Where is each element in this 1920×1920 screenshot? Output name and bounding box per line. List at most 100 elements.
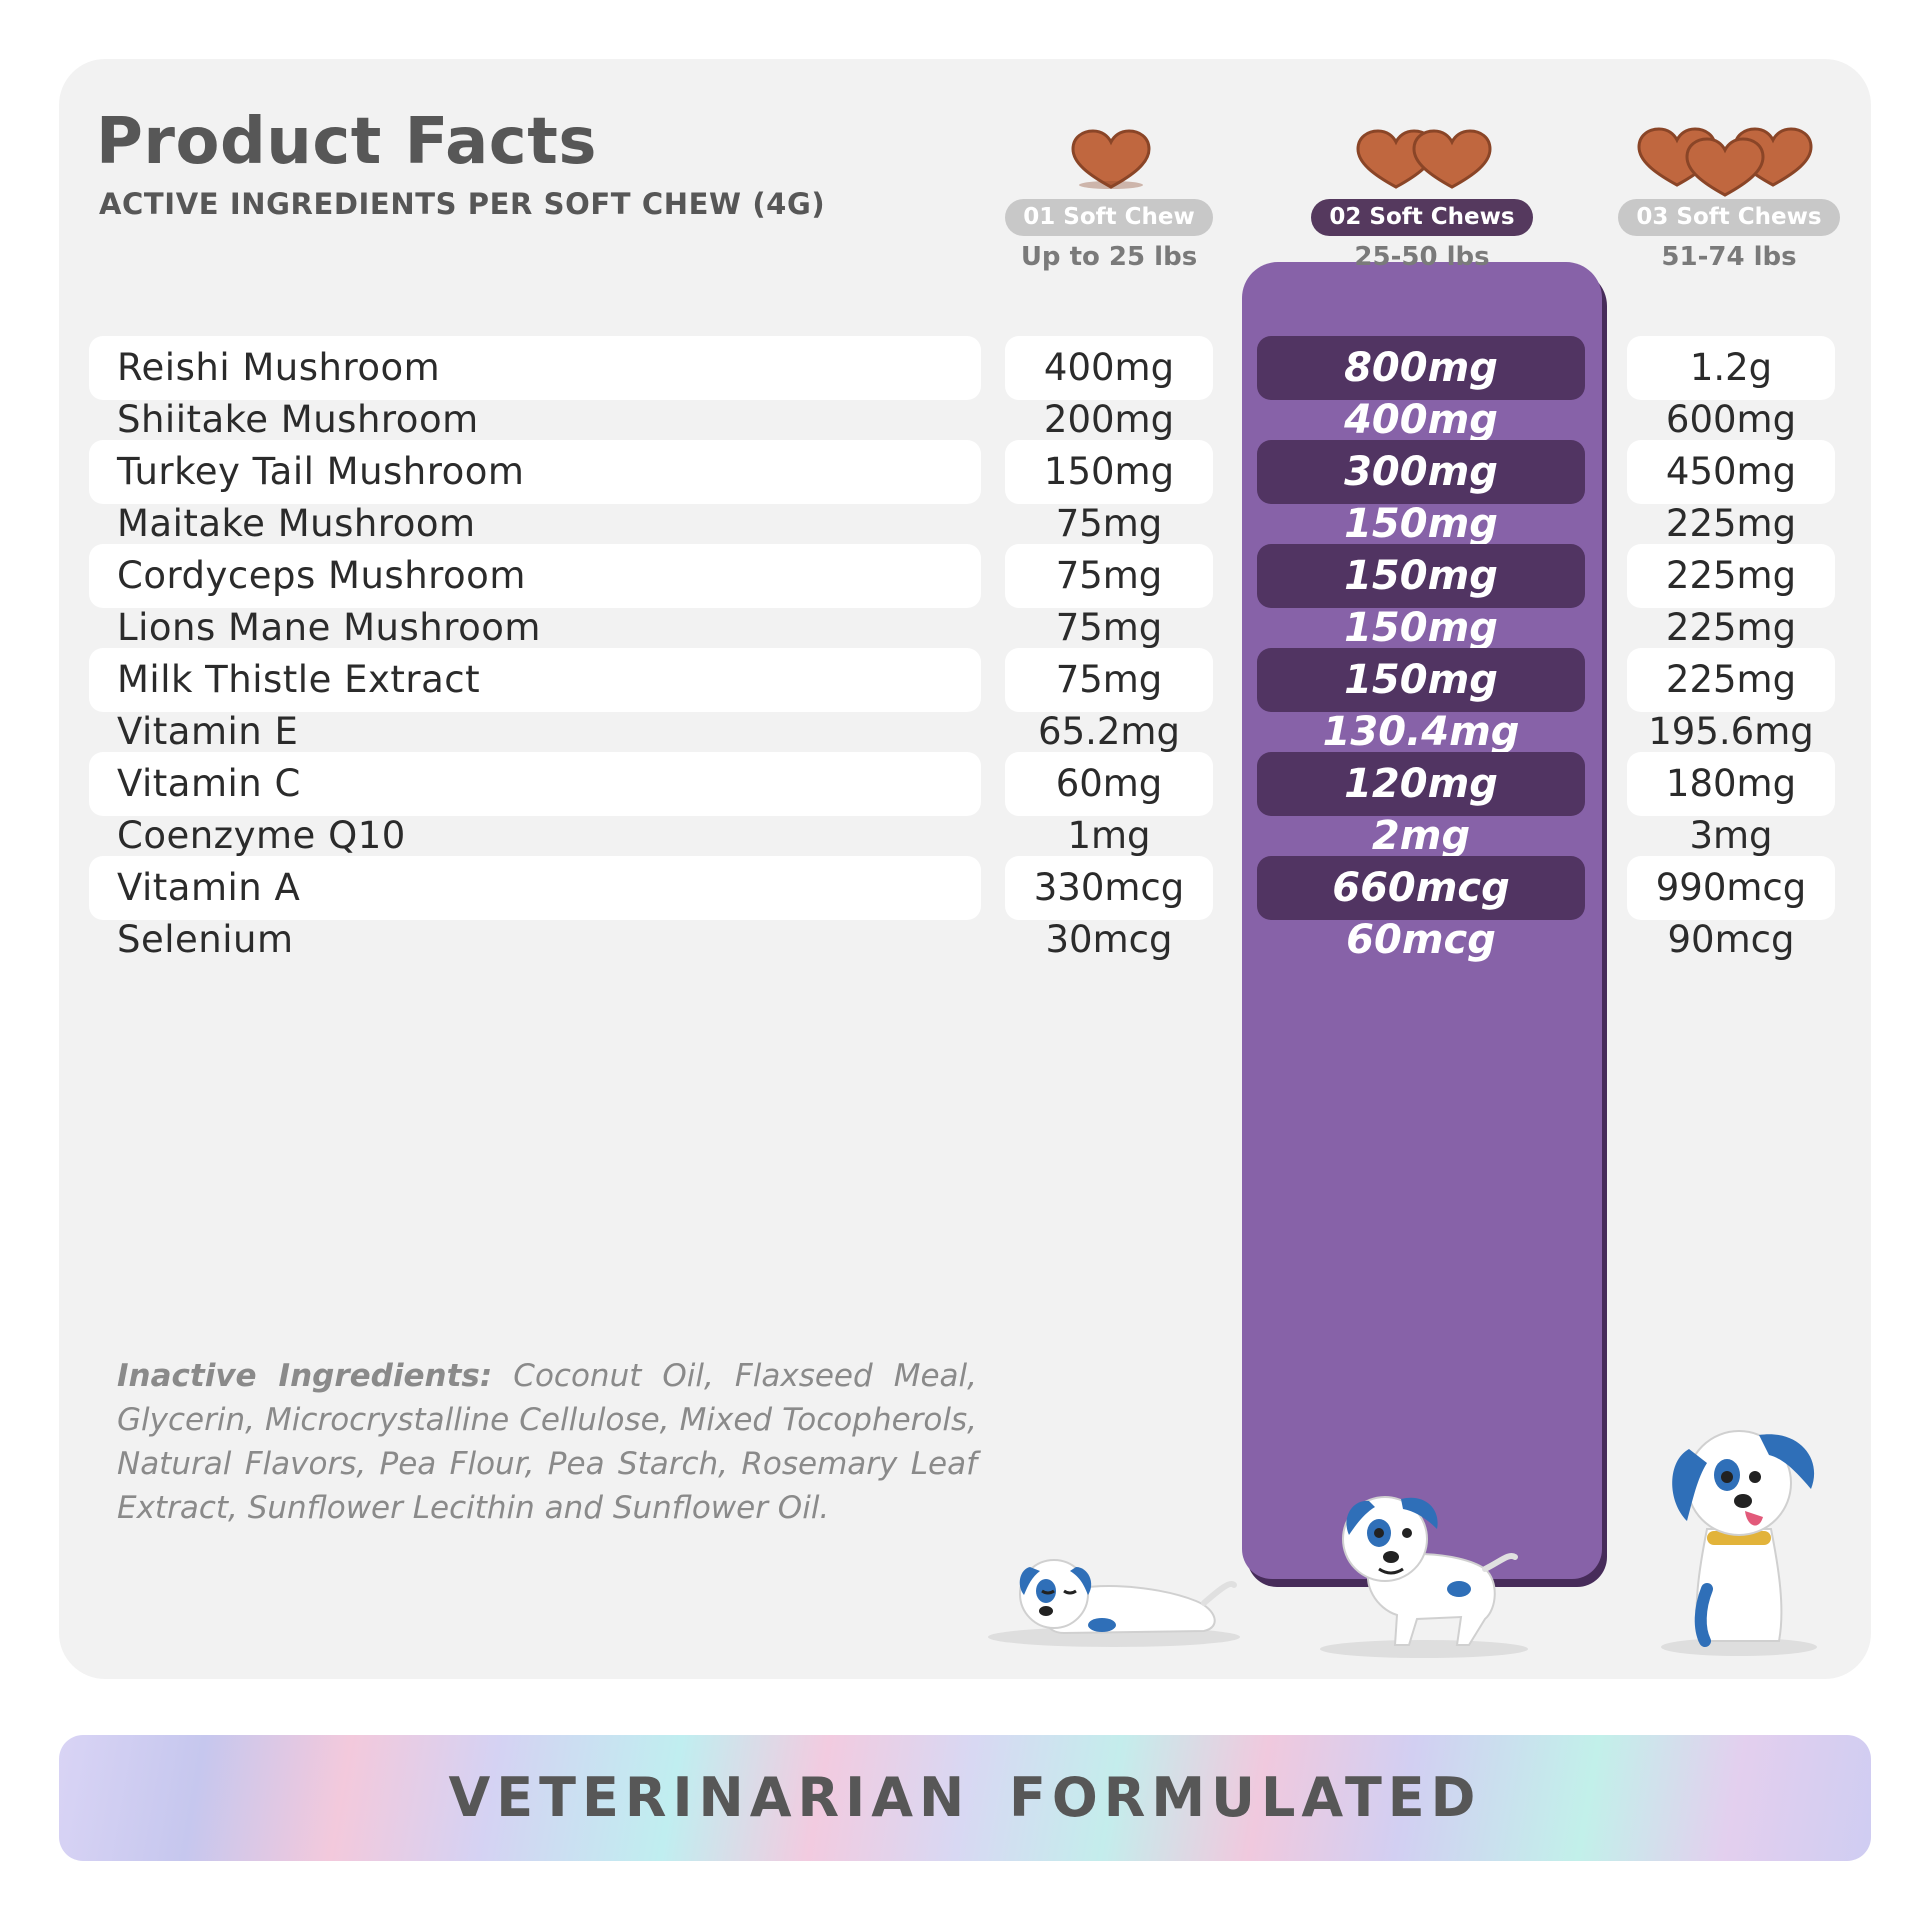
table-row-5: Cordyceps Mushroom 75mg 150mg 225mg bbox=[59, 544, 1871, 608]
weight-range: 51-74 lbs bbox=[1661, 241, 1797, 272]
amount-2-chews-number: 2 bbox=[1371, 813, 1400, 859]
row-stripe bbox=[1627, 856, 1835, 920]
amount-2-chews-unit: mg bbox=[1427, 605, 1498, 651]
amount-2-chews-number: 150 bbox=[1344, 657, 1428, 703]
veterinarian-formulated-banner: VETERINARIAN FORMULATED bbox=[59, 1735, 1871, 1861]
amount-2-chews-unit: mcg bbox=[1415, 865, 1510, 911]
banner-text: VETERINARIAN FORMULATED bbox=[448, 1766, 1482, 1829]
column-header-3: 03 Soft Chews 51-74 lbs bbox=[1599, 89, 1859, 272]
amount-2-chews-unit: mg bbox=[1449, 709, 1520, 755]
row-stripe bbox=[1627, 336, 1835, 400]
amount-2-chews: 660mcg bbox=[1257, 856, 1585, 920]
row-stripe bbox=[1005, 648, 1213, 712]
table-row-9: Vitamin C 60mg 120mg 180mg bbox=[59, 752, 1871, 816]
amount-2-chews: 130.4mg bbox=[1257, 700, 1585, 764]
sleeping-dog-icon bbox=[988, 1559, 1240, 1647]
amount-3-chews: 600mg bbox=[1665, 398, 1797, 441]
inactive-ingredients-label: Inactive Ingredients: bbox=[117, 1358, 493, 1394]
chew-count-pill: 01 Soft Chew bbox=[1005, 199, 1213, 236]
row-stripe bbox=[1005, 544, 1213, 608]
amount-1-chew: 65.2mg bbox=[1038, 710, 1180, 753]
ingredient-name: Vitamin A bbox=[117, 866, 301, 909]
table-row-1: Reishi Mushroom 400mg 800mg 1.2g bbox=[59, 336, 1871, 400]
row-stripe bbox=[89, 752, 981, 816]
ingredient-name: Reishi Mushroom bbox=[117, 346, 441, 389]
amount-2-chews: 60mcg bbox=[1257, 908, 1585, 972]
row-stripe bbox=[1257, 440, 1585, 504]
amount-2-chews-number: 400 bbox=[1344, 397, 1428, 443]
page-subtitle: ACTIVE INGREDIENTS PER SOFT CHEW (4G) bbox=[99, 187, 826, 221]
amount-2-chews-unit: mg bbox=[1427, 761, 1498, 807]
table-row-11: Vitamin A 330mcg 660mcg 990mcg bbox=[59, 856, 1871, 920]
row-stripe bbox=[1627, 752, 1835, 816]
row-stripe bbox=[1257, 752, 1585, 816]
amount-2-chews: 120mg bbox=[1257, 752, 1585, 816]
amount-3-chews: 225mg bbox=[1665, 606, 1797, 649]
amount-2-chews-unit: mg bbox=[1427, 449, 1498, 495]
amount-2-chews-number: 130.4 bbox=[1322, 709, 1450, 755]
amount-1-chew: 75mg bbox=[1055, 554, 1163, 597]
ingredient-name: Milk Thistle Extract bbox=[117, 658, 481, 701]
amount-2-chews-number: 120 bbox=[1344, 761, 1428, 807]
amount-1-chew: 75mg bbox=[1055, 606, 1163, 649]
inactive-ingredients-text: Coconut Oil, Flaxseed Meal, Glycerin, Mi… bbox=[117, 1358, 978, 1526]
column-header-2: 02 Soft Chews 25-50 lbs bbox=[1292, 89, 1552, 272]
amount-2-chews-unit: mg bbox=[1427, 345, 1498, 391]
row-stripe bbox=[1005, 440, 1213, 504]
amount-3-chews: 1.2g bbox=[1689, 346, 1773, 389]
row-stripe bbox=[1005, 752, 1213, 816]
amount-2-chews: 150mg bbox=[1257, 492, 1585, 556]
table-row-6: Lions Mane Mushroom 75mg 150mg 225mg bbox=[59, 596, 1871, 660]
amount-2-chews: 150mg bbox=[1257, 544, 1585, 608]
row-stripe bbox=[1257, 336, 1585, 400]
ingredient-name: Vitamin C bbox=[117, 762, 301, 805]
amount-2-chews: 300mg bbox=[1257, 440, 1585, 504]
amount-1-chew: 30mcg bbox=[1045, 918, 1173, 961]
amount-2-chews-number: 800 bbox=[1344, 345, 1428, 391]
ingredient-name: Maitake Mushroom bbox=[117, 502, 476, 545]
heart-chew-icon bbox=[1685, 137, 1765, 197]
amount-3-chews: 225mg bbox=[1665, 554, 1797, 597]
chew-count-pill: 03 Soft Chews bbox=[1618, 199, 1840, 236]
amount-2-chews-number: 150 bbox=[1344, 553, 1428, 599]
amount-3-chews: 3mg bbox=[1689, 814, 1773, 857]
row-stripe bbox=[1257, 648, 1585, 712]
amount-1-chew: 400mg bbox=[1043, 346, 1175, 389]
amount-1-chew: 60mg bbox=[1055, 762, 1163, 805]
table-row-7: Milk Thistle Extract 75mg 150mg 225mg bbox=[59, 648, 1871, 712]
amount-3-chews: 450mg bbox=[1665, 450, 1797, 493]
amount-1-chew: 200mg bbox=[1043, 398, 1175, 441]
ingredient-name: Coenzyme Q10 bbox=[117, 814, 406, 857]
row-stripe bbox=[1257, 856, 1585, 920]
table-row-10: Coenzyme Q10 1mg 2mg 3mg bbox=[59, 804, 1871, 868]
amount-2-chews: 400mg bbox=[1257, 388, 1585, 452]
amount-2-chews-number: 60 bbox=[1346, 917, 1402, 963]
product-facts-card: Product Facts ACTIVE INGREDIENTS PER SOF… bbox=[59, 59, 1871, 1679]
amount-1-chew: 150mg bbox=[1043, 450, 1175, 493]
weight-range: Up to 25 lbs bbox=[1020, 241, 1198, 272]
amount-3-chews: 195.6mg bbox=[1648, 710, 1814, 753]
chew-icons-3 bbox=[1599, 89, 1859, 199]
amount-1-chew: 75mg bbox=[1055, 502, 1163, 545]
amount-1-chew: 1mg bbox=[1067, 814, 1151, 857]
ingredient-name: Selenium bbox=[117, 918, 294, 961]
ingredient-name: Lions Mane Mushroom bbox=[117, 606, 541, 649]
amount-2-chews: 800mg bbox=[1257, 336, 1585, 400]
amount-2-chews: 150mg bbox=[1257, 648, 1585, 712]
amount-2-chews-unit: mg bbox=[1427, 553, 1498, 599]
heart-chew-icon bbox=[1412, 129, 1492, 189]
amount-3-chews: 90mcg bbox=[1667, 918, 1795, 961]
amount-2-chews-unit: mg bbox=[1427, 657, 1498, 703]
ingredient-name: Cordyceps Mushroom bbox=[117, 554, 526, 597]
column-header-1: 01 Soft Chew Up to 25 lbs bbox=[979, 89, 1239, 272]
table-row-12: Selenium 30mcg 60mcg 90mcg bbox=[59, 908, 1871, 972]
amount-2-chews-number: 300 bbox=[1344, 449, 1428, 495]
amount-3-chews: 990mcg bbox=[1655, 866, 1807, 909]
table-row-4: Maitake Mushroom 75mg 150mg 225mg bbox=[59, 492, 1871, 556]
row-stripe bbox=[1005, 856, 1213, 920]
amount-2-chews-number: 660 bbox=[1332, 865, 1416, 911]
row-stripe bbox=[89, 648, 981, 712]
amount-2-chews-unit: mg bbox=[1399, 813, 1471, 859]
chew-count-pill: 02 Soft Chews bbox=[1311, 199, 1533, 236]
amount-2-chews-number: 150 bbox=[1344, 501, 1428, 547]
